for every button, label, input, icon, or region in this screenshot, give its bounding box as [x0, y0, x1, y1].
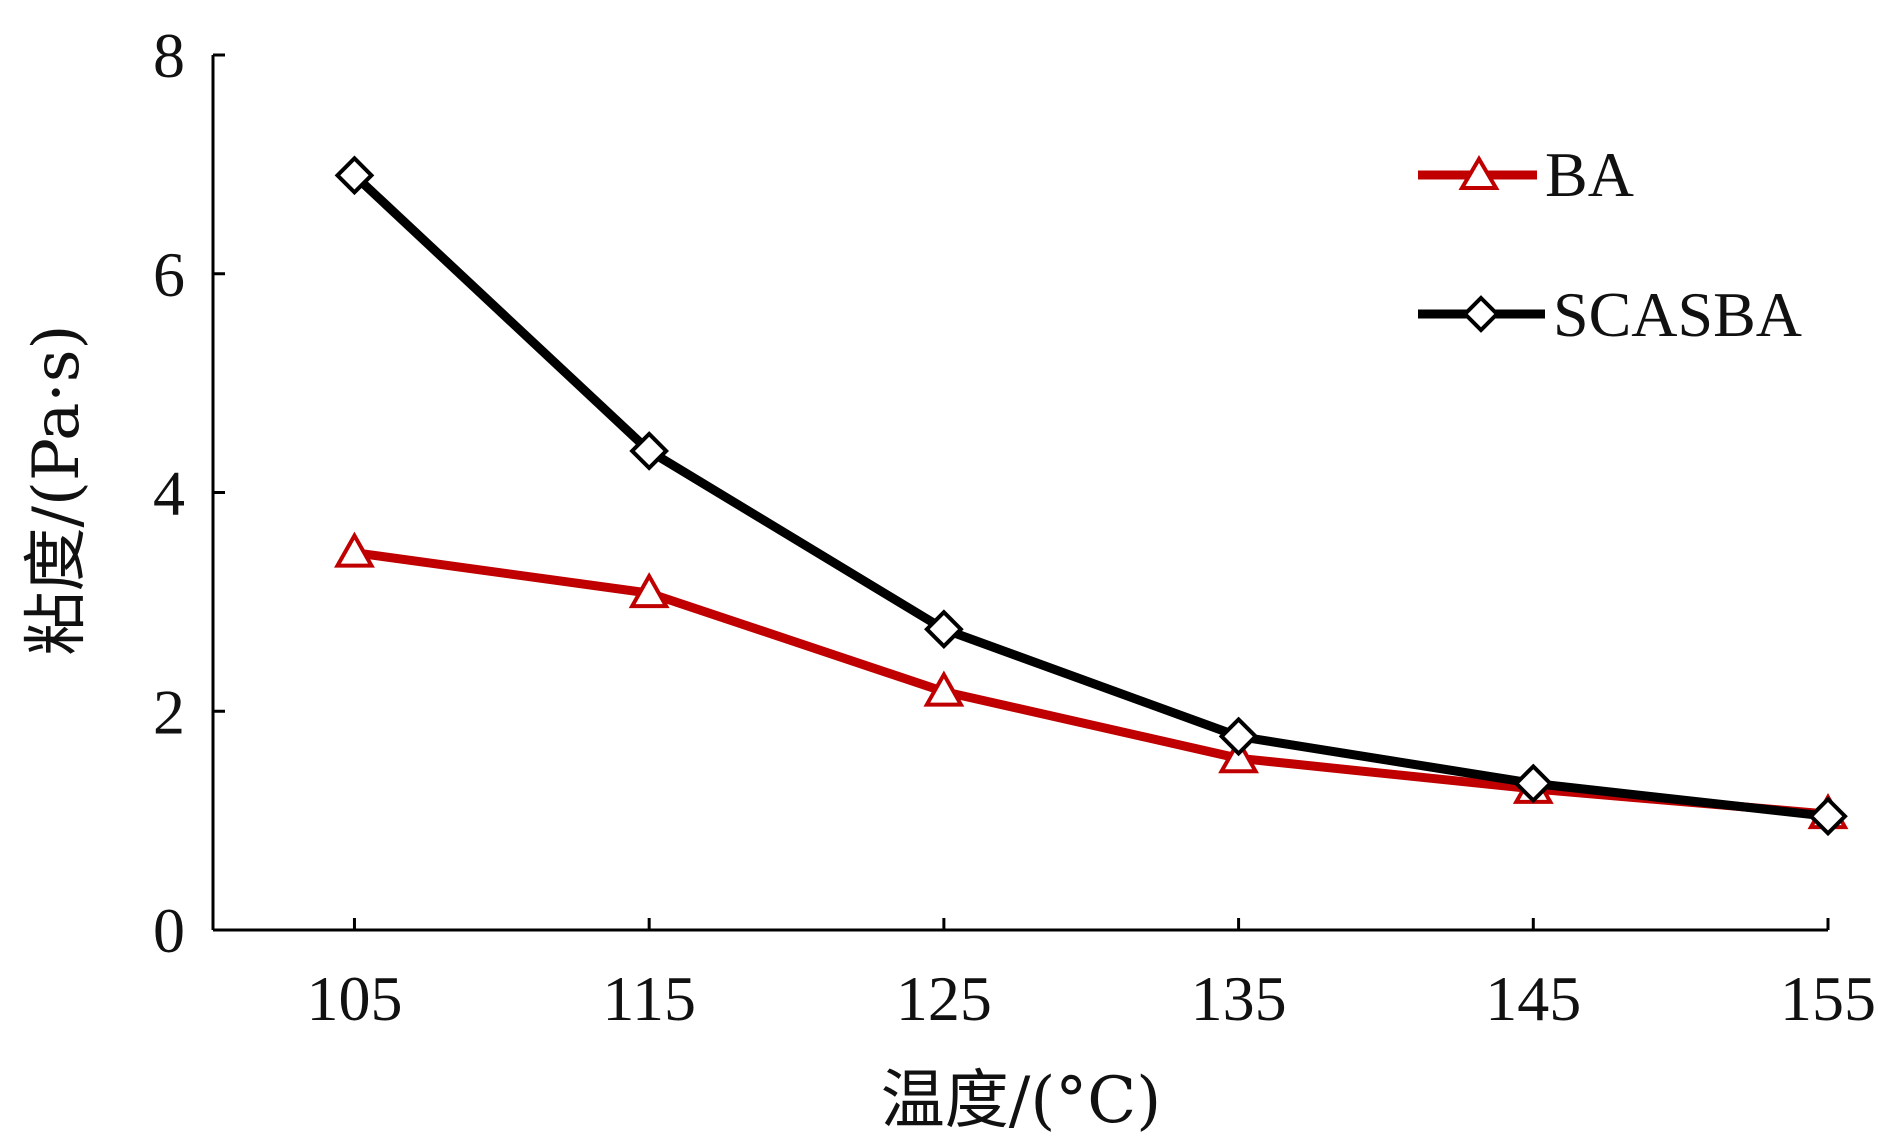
data-point-diamond: [1808, 796, 1848, 837]
legend-item-ba: BA: [1418, 139, 1634, 210]
legend-item-scasba: SCASBA: [1418, 279, 1802, 350]
y-tick-label: 8: [153, 20, 185, 91]
x-axis-title: 温度/(°C): [881, 1064, 1161, 1138]
series-scasba: [334, 155, 1848, 837]
x-tick-label: 145: [1485, 963, 1581, 1034]
data-point-triangle: [334, 531, 375, 568]
x-tick-label: 125: [896, 963, 992, 1034]
legend-label-scasba: SCASBA: [1553, 279, 1802, 350]
x-tick-label: 135: [1191, 963, 1287, 1034]
legend-label-ba: BA: [1545, 139, 1634, 210]
x-tick-label: 105: [306, 963, 402, 1034]
y-tick-label: 4: [153, 458, 185, 529]
data-point-diamond: [629, 431, 669, 471]
data-point-diamond: [334, 155, 375, 196]
legend: BA SCASBA: [1418, 139, 1802, 350]
data-point-diamond: [924, 609, 964, 650]
series-line-scasba: [351, 172, 1829, 821]
data-point-diamond: [1513, 763, 1554, 804]
series-layer: [334, 155, 1849, 837]
x-axis-ticks: 105 115 125 135 145 155: [306, 918, 1876, 1034]
y-axis-title: 粘度/(Pa·s): [20, 324, 94, 655]
y-tick-label: 6: [153, 239, 185, 310]
data-point-triangle: [628, 572, 670, 609]
y-tick-label: 2: [153, 676, 185, 747]
legend-diamond-icon: [1462, 295, 1500, 333]
data-point-diamond: [1218, 716, 1259, 757]
y-axis-ticks: 0 2 4 6 8: [153, 20, 225, 966]
legend-triangle-icon: [1458, 155, 1500, 190]
data-point-triangle: [1218, 737, 1260, 774]
data-point-triangle: [923, 670, 965, 707]
x-tick-label: 155: [1780, 963, 1876, 1034]
y-tick-label: 0: [153, 895, 185, 966]
x-tick-label: 115: [602, 963, 696, 1034]
